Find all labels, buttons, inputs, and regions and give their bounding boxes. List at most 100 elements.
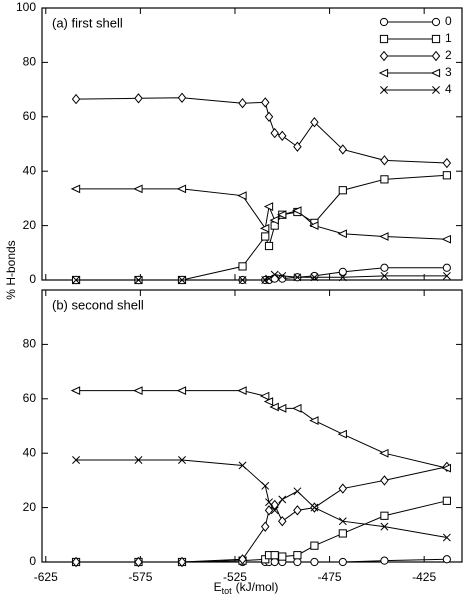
- marker: [442, 271, 451, 280]
- legend-marker: [379, 34, 389, 44]
- marker: [338, 517, 347, 526]
- legend-marker: [378, 68, 389, 78]
- marker: [338, 529, 347, 538]
- marker: [380, 271, 389, 280]
- marker: [309, 221, 319, 230]
- legend-label: 1: [445, 31, 452, 45]
- series-line: [76, 390, 447, 469]
- series-line: [76, 97, 447, 164]
- marker: [310, 273, 319, 282]
- marker: [134, 556, 143, 568]
- marker: [238, 262, 247, 271]
- panel-title: (a) first shell: [52, 15, 123, 30]
- y-tick-label: 20: [23, 500, 37, 514]
- marker: [264, 111, 274, 122]
- legend-marker: [432, 86, 440, 94]
- marker: [238, 276, 247, 284]
- legend-marker: [430, 68, 441, 78]
- marker: [310, 117, 319, 128]
- marker: [264, 505, 274, 516]
- marker: [338, 483, 348, 494]
- marker: [261, 481, 270, 490]
- marker: [442, 555, 451, 564]
- marker: [442, 171, 451, 180]
- marker: [441, 234, 451, 244]
- marker: [293, 505, 302, 516]
- marker: [310, 541, 319, 550]
- marker: [72, 276, 81, 284]
- marker: [276, 210, 287, 220]
- legend-marker: [380, 86, 388, 94]
- marker: [380, 263, 389, 272]
- marker: [380, 175, 389, 184]
- y-tick-label: 60: [23, 109, 37, 123]
- marker: [338, 144, 348, 155]
- y-tick-label: 20: [23, 218, 37, 232]
- x-axis-label-part: (kJ/mol): [236, 580, 279, 594]
- marker: [310, 557, 319, 567]
- x-tick-label: -425: [412, 570, 436, 584]
- marker: [293, 487, 302, 496]
- marker: [379, 448, 389, 458]
- marker: [338, 557, 347, 567]
- x-axis-label: Etot (kJ/mol): [214, 580, 279, 596]
- y-tick-label: 80: [23, 55, 37, 69]
- marker: [270, 551, 279, 560]
- marker: [263, 397, 274, 406]
- series-line: [76, 267, 447, 281]
- marker: [337, 229, 347, 239]
- marker: [259, 391, 270, 401]
- marker: [72, 456, 81, 464]
- marker: [134, 456, 143, 464]
- marker: [177, 92, 187, 103]
- marker: [237, 191, 247, 201]
- marker: [278, 495, 287, 504]
- y-tick-label: 100: [16, 0, 36, 14]
- x-tick-label: -625: [34, 570, 58, 584]
- marker: [270, 506, 279, 515]
- marker: [380, 522, 389, 531]
- plot-frame: [41, 7, 463, 281]
- marker: [176, 184, 187, 194]
- marker: [292, 403, 302, 413]
- panel-title: (b) second shell: [52, 297, 144, 312]
- marker: [70, 386, 81, 396]
- marker: [293, 141, 302, 152]
- marker: [276, 403, 287, 413]
- marker: [134, 276, 143, 284]
- marker: [293, 273, 302, 282]
- marker: [310, 271, 319, 281]
- y-tick-label: 80: [23, 337, 37, 351]
- marker: [270, 557, 279, 567]
- marker: [133, 184, 143, 194]
- y-tick-label: 40: [23, 445, 37, 459]
- marker: [293, 557, 302, 567]
- legend-marker: [431, 17, 441, 27]
- marker: [442, 496, 451, 505]
- x-axis-label-part: E: [214, 580, 222, 594]
- legend-marker: [431, 34, 441, 44]
- y-tick-label: 0: [29, 554, 36, 568]
- marker: [310, 503, 319, 512]
- legend-label: 3: [445, 65, 452, 79]
- y-tick-label: 60: [23, 391, 37, 405]
- marker: [278, 274, 287, 283]
- marker: [278, 552, 287, 561]
- marker: [270, 270, 279, 279]
- marker: [270, 127, 279, 139]
- marker: [442, 263, 451, 272]
- marker: [264, 241, 274, 251]
- x-axis-label-part: tot: [222, 586, 233, 596]
- marker: [70, 184, 81, 194]
- plot-frame: [41, 289, 463, 563]
- x-tick-label: -525: [223, 570, 247, 584]
- marker: [337, 429, 347, 439]
- marker: [338, 273, 347, 282]
- marker: [265, 274, 273, 283]
- marker: [238, 98, 247, 109]
- legend-label: 0: [445, 14, 452, 28]
- marker: [178, 276, 186, 284]
- marker: [71, 556, 81, 568]
